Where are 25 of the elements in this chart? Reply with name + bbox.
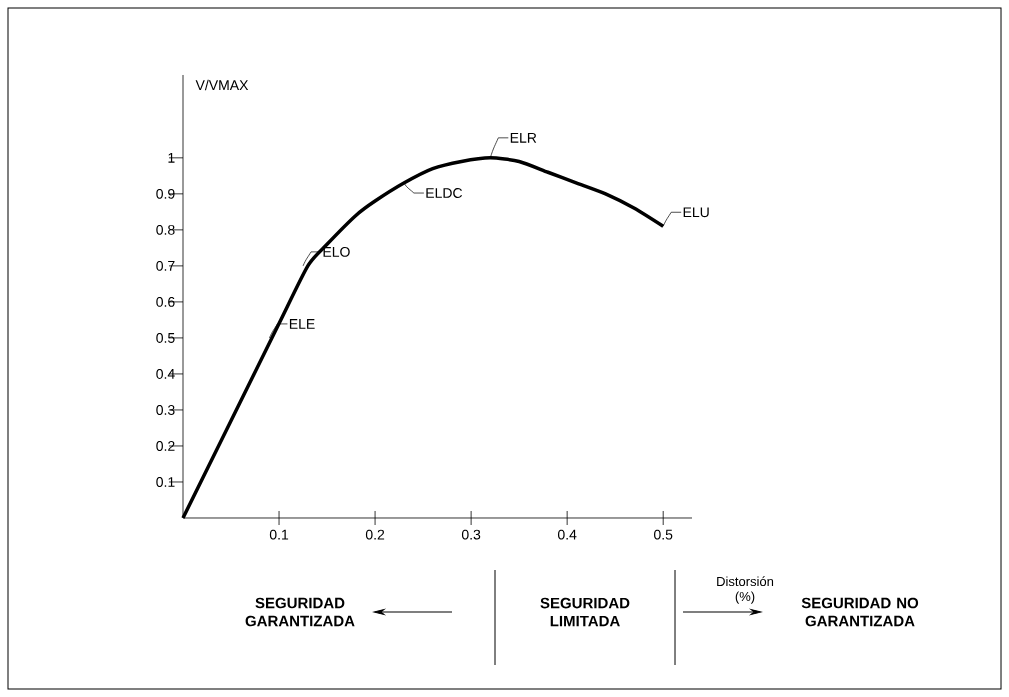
y-axis-title: V/VMAX (195, 79, 249, 91)
annotation: ELR (510, 133, 537, 143)
y-tick-label: 0.1 (156, 477, 175, 487)
y-tick-label: 0.7 (156, 260, 175, 271)
annotation: ELDC (426, 188, 463, 199)
y-tick-label: 0.4 (156, 368, 175, 379)
text: SEGURIDAD LIMITADA (540, 597, 630, 627)
y-tick-label: 0.8 (156, 224, 175, 235)
x-tick-label: 0.2 (365, 529, 385, 540)
y-tick-label: 0.9 (156, 188, 175, 199)
x-tick-label: 0.5 (654, 529, 673, 540)
y-tick-label: 0.2 (156, 441, 175, 451)
x-tick-label: 0.4 (557, 529, 577, 540)
annotation: ELE (289, 319, 315, 329)
y-tick-label: 0.6 (156, 296, 175, 307)
text: SEGURIDAD NO GARANTIZADA (801, 597, 919, 627)
annotation: ELU (683, 207, 709, 218)
annotation: ELO (323, 246, 350, 257)
text: SEGURIDAD GARANTIZADA (245, 597, 355, 627)
y-tick-label: 0.5 (156, 332, 175, 343)
y-tick-label: 1 (168, 153, 175, 163)
y-tick-label: 0.3 (156, 404, 175, 415)
x-tick-label: 0.3 (461, 529, 481, 540)
x-tick-label: 0.1 (269, 529, 289, 540)
x-axis-title: Distorsión (%) (717, 576, 774, 604)
